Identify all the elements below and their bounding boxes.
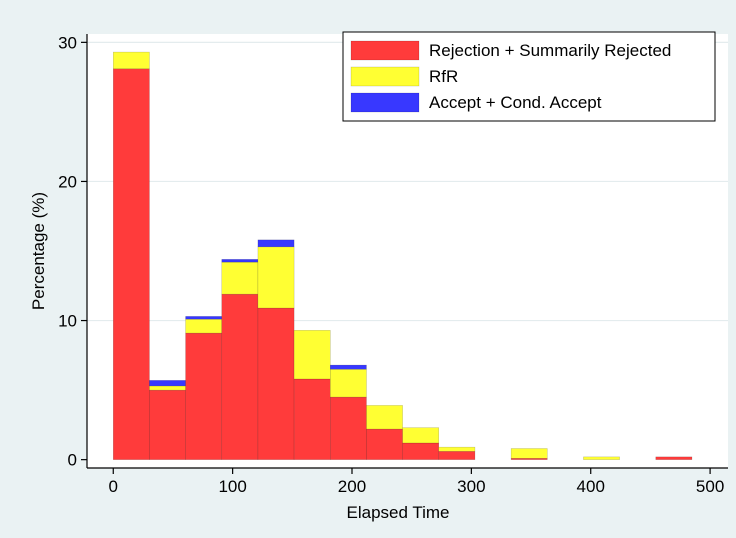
bar-segment-series-2 <box>510 448 548 459</box>
bar-segment-series-2 <box>402 427 440 444</box>
legend-label: Accept + Cond. Accept <box>429 93 602 112</box>
x-tick-label: 200 <box>338 477 366 496</box>
x-tick-label: 400 <box>577 477 605 496</box>
bar-segment-series-1 <box>257 307 295 460</box>
y-tick-label: 0 <box>68 451 77 470</box>
bar-segment-series-2 <box>185 318 223 334</box>
bar-segment-series-1 <box>366 428 403 460</box>
bar-segment-series-3 <box>149 380 186 387</box>
bars <box>113 51 693 460</box>
legend-swatch <box>350 66 420 87</box>
y-tick-label: 10 <box>58 312 77 331</box>
y-axis-label: Percentage (%) <box>29 192 48 310</box>
x-axis-label: Elapsed Time <box>347 503 450 522</box>
bar-segment-series-2 <box>366 405 403 430</box>
bar-segment-series-2 <box>438 446 476 452</box>
legend-label: RfR <box>429 67 458 86</box>
legend: Rejection + Summarily Rejected RfR Accept … <box>342 31 716 122</box>
bar-segment-series-3 <box>221 259 259 263</box>
bar-segment-series-1 <box>402 442 440 460</box>
bar-segment-series-3 <box>185 316 223 320</box>
bar-segment-series-1 <box>221 293 259 460</box>
bar-segment-series-3 <box>330 364 367 370</box>
x-tick-label: 100 <box>218 477 246 496</box>
bar-segment-series-3 <box>257 239 295 248</box>
x-tick-label: 0 <box>109 477 118 496</box>
bar-segment-series-2 <box>113 51 150 70</box>
bar-segment-series-2 <box>293 330 331 380</box>
bar-segment-series-2 <box>330 368 367 398</box>
legend-swatch <box>350 92 420 113</box>
x-tick-label: 300 <box>457 477 485 496</box>
legend-label: Rejection + Summarily Rejected <box>429 41 671 60</box>
x-tick-label: 500 <box>696 477 724 496</box>
bar-segment-series-1 <box>655 456 693 460</box>
bar-segment-series-2 <box>221 261 259 295</box>
bar-segment-series-1 <box>185 332 223 460</box>
bar-segment-series-1 <box>438 451 476 460</box>
y-tick-label: 20 <box>58 172 77 191</box>
bar-segment-series-1 <box>293 378 331 460</box>
bar-segment-series-1 <box>149 389 186 460</box>
bar-segment-series-1 <box>113 68 150 460</box>
y-tick-label: 30 <box>58 33 77 52</box>
legend-swatch <box>350 40 420 61</box>
bar-segment-series-2 <box>583 456 620 460</box>
bar-segment-series-2 <box>149 385 186 391</box>
bar-segment-series-2 <box>257 246 295 309</box>
bar-segment-series-1 <box>330 396 367 460</box>
